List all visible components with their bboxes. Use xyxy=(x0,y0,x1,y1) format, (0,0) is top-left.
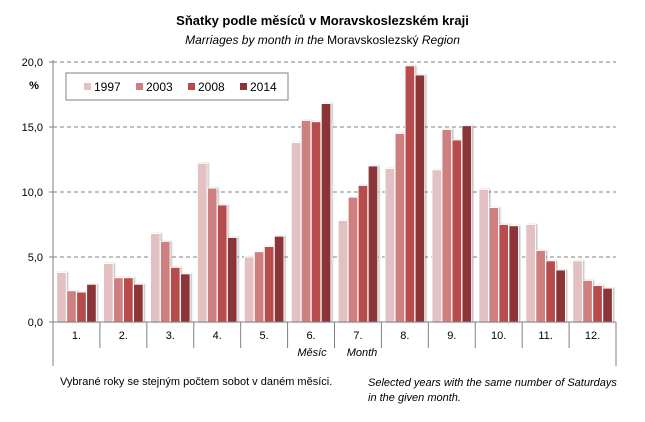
bar-2008-month-3 xyxy=(170,266,181,323)
x-tick-label: 5. xyxy=(260,330,269,342)
bar-1997-month-3 xyxy=(150,233,161,323)
chart-subtitle: Marriages by month in the Moravskoslezsk… xyxy=(0,33,645,47)
bar-2008-month-4 xyxy=(217,204,228,323)
legend-box xyxy=(65,72,289,101)
x-tick-label: 12. xyxy=(585,330,600,342)
bar-2003-month-2 xyxy=(113,277,124,323)
bar-1997-month-2 xyxy=(103,263,114,323)
bar-2003-month-8 xyxy=(394,133,406,323)
x-tick-label: 2. xyxy=(119,330,128,342)
legend-label-1997: 1997 xyxy=(94,80,121,94)
note-czech: Vybrané roky se stejným počtem sobot v d… xyxy=(60,376,333,388)
bar-2008-month-11 xyxy=(545,260,556,323)
bar-1997-month-11 xyxy=(525,224,536,323)
bar-2008-month-9 xyxy=(451,139,462,323)
y-tick-label: 10,0 xyxy=(22,187,43,199)
x-tick-label: 9. xyxy=(447,330,456,342)
bar-2003-month-10 xyxy=(488,207,499,323)
axes: 0,0 5,0 10,0 15,0 20,0 1. 2. 3. 4. 5. 6. 7. 8. 9. 10. 1… xyxy=(22,57,617,366)
bar-1997-month-8 xyxy=(384,168,396,323)
legend-swatch-2014 xyxy=(240,83,247,90)
y-tick-label: 5,0 xyxy=(28,252,43,264)
bar-2003-month-12 xyxy=(582,279,593,323)
bar-2003-month-6 xyxy=(300,120,312,323)
bar-1997-month-10 xyxy=(478,188,489,323)
bar-2003-month-9 xyxy=(441,129,452,323)
bar-2014-month-10 xyxy=(508,225,519,323)
x-tick-label: 8. xyxy=(400,330,409,342)
legend-label-2008: 2008 xyxy=(198,80,225,94)
bar-2014-month-2 xyxy=(133,283,144,323)
note-english-line2: in the given month. xyxy=(368,392,461,404)
bar-2014-month-12 xyxy=(602,287,613,323)
bar-2003-month-3 xyxy=(160,240,171,323)
bar-1997-month-6 xyxy=(290,142,302,323)
x-tick-label: 7. xyxy=(353,330,362,342)
bar-2014-month-8 xyxy=(414,74,426,323)
bar-1997-month-12 xyxy=(572,260,583,323)
gridlines xyxy=(53,61,616,258)
legend-swatch-2008 xyxy=(188,83,195,90)
y-tick-label: 20,0 xyxy=(22,57,43,69)
x-tick-label: 11. xyxy=(538,330,552,342)
x-axis-label-cz: Měsíc xyxy=(297,347,327,359)
bar-2008-month-6 xyxy=(310,121,322,323)
legend-label-2003: 2003 xyxy=(146,80,173,94)
bar-2003-month-4 xyxy=(207,187,218,323)
bar-1997-month-9 xyxy=(431,169,442,323)
x-tick-label: 10. xyxy=(491,330,506,342)
bar-2008-month-5 xyxy=(263,246,275,323)
x-tick-label: 6. xyxy=(306,330,315,342)
bars xyxy=(56,65,613,323)
bar-2014-month-1 xyxy=(86,283,97,323)
bar-2003-month-7 xyxy=(347,196,359,323)
bar-2003-month-1 xyxy=(66,290,77,323)
bar-2008-month-8 xyxy=(404,65,416,323)
bar-1997-month-5 xyxy=(243,256,255,323)
subtitle-tail: Region xyxy=(421,33,460,47)
x-tick-label: 3. xyxy=(166,330,175,342)
note-english: Selected years with the same number of S… xyxy=(368,376,628,406)
bar-1997-month-7 xyxy=(337,220,349,323)
bar-2008-month-7 xyxy=(357,185,369,323)
x-tick-label: 4. xyxy=(213,330,222,342)
x-axis-label-en: Month xyxy=(347,347,378,359)
bar-2014-month-5 xyxy=(273,235,285,323)
legend: 1997 2003 2008 2014 xyxy=(65,72,289,101)
bar-2003-month-11 xyxy=(535,250,546,323)
bar-2014-month-4 xyxy=(227,237,238,323)
subtitle-region: Moravskoslezský xyxy=(327,33,419,47)
y-tick-label: 0,0 xyxy=(28,317,43,329)
bar-1997-month-4 xyxy=(197,162,208,323)
bar-2008-month-10 xyxy=(498,224,509,323)
legend-label-2014: 2014 xyxy=(250,80,277,94)
y-axis-label: % xyxy=(29,80,39,92)
x-tick-label: 1. xyxy=(72,330,81,342)
bar-2014-month-3 xyxy=(180,273,191,323)
bar-2014-month-11 xyxy=(555,269,566,323)
subtitle-italic: Marriages by month in the xyxy=(185,33,324,47)
bar-2008-month-12 xyxy=(592,285,603,323)
legend-swatch-2003 xyxy=(136,83,143,90)
bar-2014-month-7 xyxy=(367,165,379,323)
bar-2003-month-5 xyxy=(253,251,265,323)
bar-1997-month-1 xyxy=(56,272,67,323)
chart-title: Sňatky podle měsíců v Moravskoslezském k… xyxy=(176,13,469,28)
bar-2008-month-2 xyxy=(123,277,134,323)
legend-swatch-1997 xyxy=(84,83,91,90)
bar-2008-month-1 xyxy=(76,291,87,323)
note-english-line1: Selected years with the same number of S… xyxy=(368,377,617,389)
bar-2014-month-9 xyxy=(461,125,472,323)
y-tick-label: 15,0 xyxy=(22,122,43,134)
bar-2014-month-6 xyxy=(320,103,332,323)
